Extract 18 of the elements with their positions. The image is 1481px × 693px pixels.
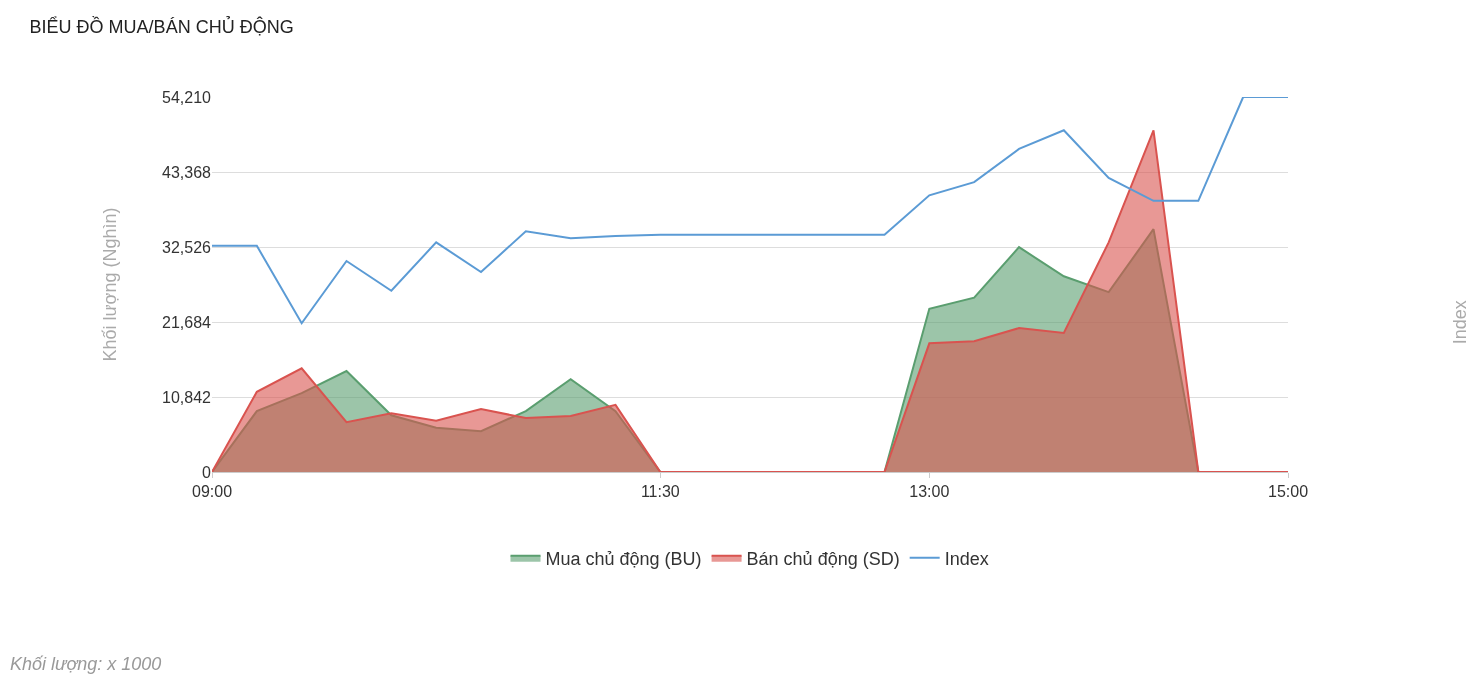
y-tick-label: 32,526 [162, 238, 212, 256]
text: Index [1450, 300, 1471, 345]
chart-title: BIỂU ĐỒ MUA/BÁN CHỦ ĐỘNG [29, 16, 294, 38]
text: Khối lượng: x 1000 [10, 654, 162, 674]
legend-label: Bán chủ động (SD) [746, 548, 900, 569]
y-tick-label: 0 [202, 463, 212, 481]
x-tick-label: 11:30 [640, 483, 680, 501]
x-tick-label: 15:00 [1267, 483, 1309, 501]
y-tick-label: 54,210 [162, 88, 212, 106]
x-tick-label: 09:00 [191, 483, 233, 501]
line-series [212, 97, 1288, 325]
legend-label: Mua chủ động (BU) [545, 548, 702, 569]
y-tick-label: 21,684 [162, 313, 212, 331]
y-tick-label: 10,842 [162, 388, 212, 406]
y-axis-title: Khối lượng (Nghìn) [100, 207, 121, 362]
x-tick-label: 13:00 [909, 483, 950, 501]
legend-label: Index [944, 548, 989, 569]
y-tick-label: 43,368 [162, 163, 212, 181]
